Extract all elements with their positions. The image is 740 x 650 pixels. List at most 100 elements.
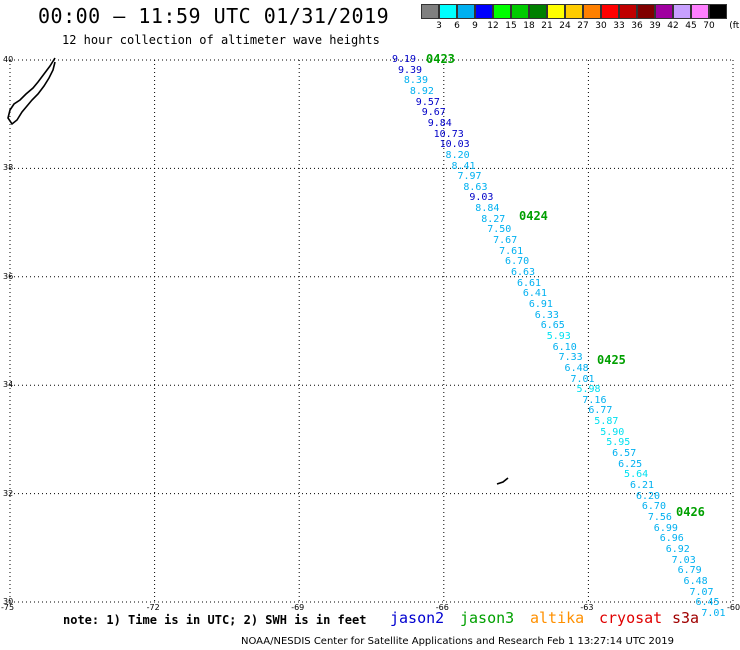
swh-value: 6.61 — [516, 277, 542, 289]
swh-value: 6.21 — [630, 480, 655, 491]
time-label: 0424 — [519, 209, 548, 223]
legend-swatch — [709, 4, 727, 19]
lat-tick-label: 30 — [3, 597, 14, 606]
page-title: 00:00 – 11:59 UTC 01/31/2019 — [38, 4, 390, 28]
swh-value: 5.98 — [576, 384, 601, 396]
time-label: 0426 — [676, 505, 705, 519]
lon-tick-label: -63 — [580, 603, 594, 612]
swh-value: 8.20 — [445, 149, 470, 161]
swh-value: 10.03 — [439, 139, 470, 151]
time-label: 0423 — [426, 52, 455, 66]
swh-value: 8.27 — [481, 213, 506, 225]
swh-value: 6.48 — [683, 575, 708, 587]
legend-label: 70 — [703, 21, 715, 31]
legend-swatch — [637, 4, 655, 19]
swh-value: 6.41 — [522, 288, 547, 300]
swh-value: 8.84 — [475, 203, 500, 215]
swh-value: 6.70 — [505, 256, 530, 268]
legend-swatch — [529, 4, 547, 19]
legend-label: 42 — [667, 21, 679, 31]
swh-value: 6.48 — [564, 362, 589, 374]
legend-label: 45 — [685, 21, 697, 31]
legend-swatch — [457, 4, 475, 19]
legend-swatch — [511, 4, 529, 19]
page-subtitle: 12 hour collection of altimeter wave hei… — [62, 33, 380, 47]
swh-value: 6.96 — [659, 533, 684, 545]
legend-label: 6 — [454, 21, 460, 31]
swh-value: 5.93 — [546, 330, 571, 342]
swh-value: 7.61 — [499, 245, 524, 257]
swh-value: 7.01 — [570, 373, 595, 385]
swh-value: 8.39 — [403, 75, 428, 87]
swh-value: 5.95 — [606, 437, 631, 449]
legend-swatch — [493, 4, 511, 19]
swh-value: 9.67 — [421, 107, 446, 119]
lon-tick-label: -66 — [435, 603, 449, 612]
lat-tick-label: 32 — [3, 488, 14, 498]
swh-value: 9.03 — [469, 192, 494, 204]
coastline-shape — [7, 57, 56, 126]
swh-value: 6.92 — [665, 543, 690, 555]
time-label: 0425 — [597, 353, 626, 367]
swh-value: 6.65 — [540, 320, 565, 332]
lat-tick-label: 40 — [3, 55, 14, 64]
legend-swatch — [655, 4, 673, 19]
legend-swatch — [673, 4, 691, 19]
swh-value: 10.73 — [433, 128, 464, 140]
swh-value: 7.56 — [647, 511, 672, 523]
swh-value: 8.41 — [451, 160, 476, 172]
legend-label: 15 — [505, 21, 517, 31]
swh-value: 5.64 — [624, 469, 649, 481]
legend-label: 3 — [436, 21, 442, 31]
swh-value: 6.33 — [534, 309, 559, 321]
swh-value: 5.87 — [594, 416, 619, 428]
swh-value: 8.92 — [409, 85, 434, 97]
legend-swatch — [601, 4, 619, 19]
island-shape — [496, 477, 509, 485]
swh-value: 7.07 — [689, 586, 714, 598]
swh-value: 7.67 — [493, 235, 518, 247]
footer-note: note: 1) Time is in UTC; 2) SWH is in fe… — [63, 613, 367, 627]
swh-value: 6.10 — [552, 341, 577, 353]
lon-tick-label: -75 — [1, 603, 15, 612]
legend-label: 36 — [631, 21, 643, 31]
legend-label: 30 — [595, 21, 607, 31]
swh-value: 7.50 — [487, 224, 512, 236]
swh-value: 9.84 — [427, 117, 452, 129]
legend-swatch — [439, 4, 457, 19]
swh-value: 9.39 — [397, 64, 423, 76]
swh-value: 6.77 — [588, 405, 613, 417]
satellite-name: s3a — [672, 609, 700, 627]
legend-swatch — [547, 4, 565, 19]
lat-tick-label: 38 — [3, 163, 14, 173]
swh-value: 6.45 — [695, 597, 720, 609]
swh-value: 6.63 — [511, 267, 536, 278]
legend-swatch — [619, 4, 637, 19]
lon-tick-label: -69 — [291, 603, 305, 612]
legend-label: 27 — [577, 21, 589, 31]
satellite-name: altika — [530, 609, 585, 627]
swh-value: 6.20 — [635, 490, 661, 502]
legend-label: 39 — [649, 21, 661, 31]
legend-swatch — [583, 4, 601, 19]
lat-tick-label: 36 — [3, 271, 14, 281]
legend-swatch — [475, 4, 493, 19]
map-grid — [9, 59, 734, 603]
swh-value: 7.01 — [701, 607, 726, 619]
legend-label: 24 — [559, 21, 571, 31]
legend-label: 9 — [472, 21, 478, 31]
legend-swatch — [421, 4, 439, 19]
swh-value: 7.33 — [558, 352, 583, 364]
coastline — [7, 57, 509, 485]
satellite-name: jason3 — [460, 609, 515, 627]
swh-value: 7.03 — [671, 554, 696, 566]
lon-tick-label: -60 — [727, 603, 740, 612]
swh-value: 8.63 — [463, 181, 488, 193]
swh-value: 6.25 — [618, 458, 643, 470]
swh-value: 6.57 — [612, 448, 637, 460]
legend-unit: (ft) — [729, 21, 740, 31]
satellite-name: jason2 — [390, 609, 445, 627]
swh-value: 9.19 — [392, 54, 417, 65]
swh-value: 5.90 — [600, 426, 625, 438]
